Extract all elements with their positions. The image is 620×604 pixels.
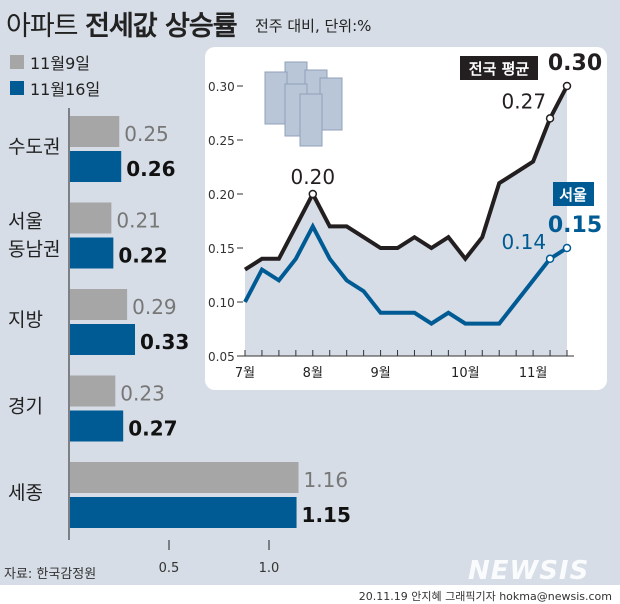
data-point-marker	[562, 243, 572, 253]
data-label: 0.14	[502, 230, 547, 254]
bar-category-label: 동남권	[8, 239, 60, 261]
data-point-marker	[562, 81, 572, 91]
bar-value-label: 0.21	[116, 209, 161, 233]
legend-item-nov9: 11월9일	[10, 50, 90, 74]
newsis-logo: NEWSIS	[468, 556, 590, 586]
y-tick-label: 0.15	[208, 242, 235, 256]
chart-title: 아파트 전세값 상승률	[6, 11, 238, 42]
bar	[70, 116, 120, 147]
bar	[70, 497, 297, 528]
x-tick-label: 10월	[451, 366, 480, 381]
bar-value-label: 1.16	[304, 468, 349, 492]
credit: 20.11.19 안지혜 그래픽기자 hokma@newsis.com	[358, 590, 612, 603]
bar-category-label: 세종	[8, 482, 43, 504]
bar-value-label: 0.25	[124, 122, 169, 146]
data-label: 0.20	[291, 165, 336, 189]
area-fill	[245, 86, 567, 356]
y-tick-label: 0.20	[208, 188, 235, 202]
series-tag-label: 전국 평균	[469, 60, 530, 78]
bar-value-label: 0.29	[132, 295, 177, 319]
legend-item-nov16: 11월16일	[10, 76, 100, 100]
bar-category-label: 서울	[8, 211, 43, 233]
series-tag-seoul	[553, 182, 594, 206]
series-tag-national	[460, 56, 538, 80]
data-label: 0.27	[502, 89, 547, 113]
x-tick-label: 7월	[235, 366, 255, 381]
bar	[70, 151, 122, 182]
bar-xtick-label: 1.0	[259, 561, 280, 576]
bar-value-label: 0.26	[126, 157, 175, 181]
data-point-marker	[545, 114, 555, 123]
y-tick-label: 0.25	[208, 134, 235, 148]
bar-value-label: 0.27	[128, 417, 177, 441]
bar	[70, 289, 128, 320]
bar	[70, 410, 124, 442]
bar	[70, 375, 116, 407]
chart-unit: 전주 대비, 단위:%	[255, 17, 372, 35]
apartment-buildings-icon	[264, 61, 343, 147]
bar-value-label: 1.15	[302, 503, 351, 527]
x-tick-label: 9월	[370, 366, 390, 381]
bar-value-label: 0.23	[120, 382, 165, 406]
source: 자료: 한국감정원	[4, 567, 97, 582]
series-tag-label: 서울	[559, 186, 587, 204]
data-point-marker	[545, 254, 555, 264]
y-tick-label: 0.30	[208, 80, 235, 94]
bar-value-label: 0.22	[118, 244, 167, 268]
bar	[70, 237, 114, 269]
bar-category-label: 수도권	[8, 136, 60, 158]
data-point-marker	[308, 189, 318, 199]
y-tick-label: 0.05	[208, 350, 235, 364]
x-tick-label: 11월	[519, 366, 548, 381]
bar-value-label: 0.33	[140, 330, 189, 354]
bar-category-label: 경기	[8, 396, 43, 418]
bar	[70, 324, 136, 355]
data-label: 0.30	[548, 51, 602, 76]
y-tick-label: 0.10	[208, 296, 235, 310]
bar-category-label: 지방	[8, 309, 43, 331]
x-tick-label: 8월	[303, 366, 323, 381]
series-line	[243, 222, 569, 326]
bar	[70, 462, 299, 493]
data-label: 0.15	[548, 213, 602, 238]
series-line	[243, 85, 569, 272]
bar	[70, 202, 112, 234]
bar-xtick-label: 0.5	[159, 561, 180, 576]
